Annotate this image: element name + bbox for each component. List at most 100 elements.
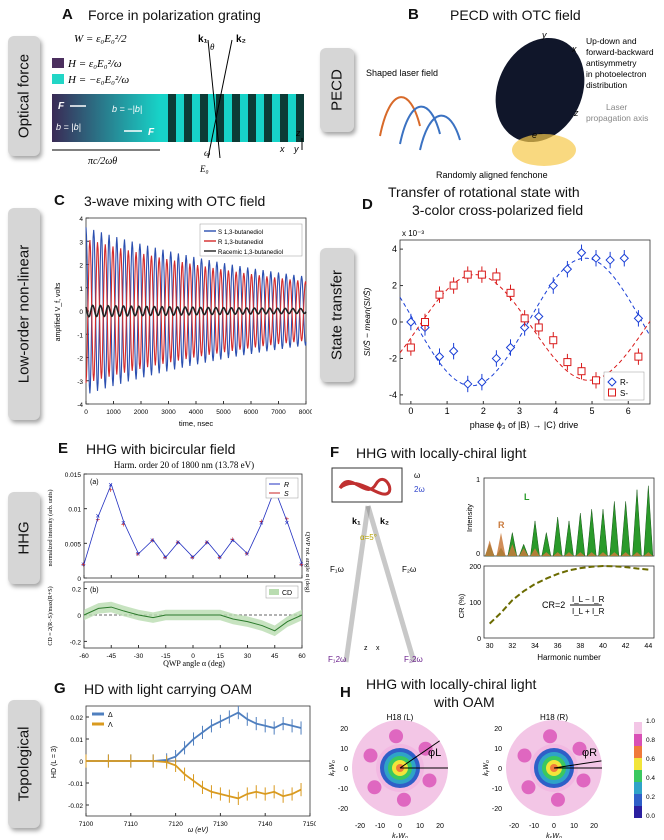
colorbar-segment xyxy=(634,758,642,770)
theta-label: θ xyxy=(210,42,215,52)
legend-label-r: R xyxy=(284,482,289,489)
r-bar xyxy=(643,552,653,556)
r-bar xyxy=(575,552,585,556)
legend: S 1,3-butanediol R 1,3-butanediol Racemic … xyxy=(199,223,303,257)
x-tick-label: 2 xyxy=(481,406,486,416)
data-point-r xyxy=(619,253,629,263)
data-point-s xyxy=(435,290,444,299)
x-axis-label: QWP angle α (deg) xyxy=(163,659,225,668)
legend-label-r: R- xyxy=(620,378,629,387)
cr-tick-label: 200 xyxy=(469,564,481,571)
x-axis-label: kₓW₀ xyxy=(546,833,562,838)
legend-box xyxy=(199,223,303,257)
row-tab-topological: Topological xyxy=(8,700,40,828)
s-marker: + xyxy=(136,550,141,559)
y-tick-label: 0 xyxy=(77,576,81,583)
l-bar xyxy=(632,489,642,557)
intensity-label: Intensity xyxy=(465,504,474,532)
y-tick-label: 0.015 xyxy=(65,472,82,479)
x-axis-label-f: x xyxy=(376,645,380,652)
y-tick-label: 0.01 xyxy=(70,737,83,744)
series-line-racemic xyxy=(85,304,307,318)
shaped-field-label: Shaped laser field xyxy=(366,68,438,78)
phi-ray xyxy=(553,760,602,769)
s-marker: + xyxy=(217,553,222,562)
y-tick-label: -10 xyxy=(338,786,348,793)
label-r: R xyxy=(498,520,505,530)
panel-a-figure: W = ε₀E₀²/2 H = ε₀E₀²/ω H = −ε₀E₀²/ω F b… xyxy=(52,33,304,174)
data-point-s xyxy=(477,270,486,279)
data-point-s xyxy=(406,343,415,352)
beam-k1 xyxy=(207,39,221,159)
x-tick-label: 0 xyxy=(398,823,402,830)
harmonic-tick-label: 44 xyxy=(644,643,652,650)
y-tick-label: -20 xyxy=(492,806,502,813)
harmonic-tick-label: 36 xyxy=(554,643,562,650)
y-tick-label: 0 xyxy=(498,766,502,773)
panel-c-title: 3-wave mixing with OTC field xyxy=(84,193,266,209)
x-tick-label: -15 xyxy=(161,653,171,660)
harmonic-tick-label: 32 xyxy=(508,643,516,650)
y-tick-label: 10 xyxy=(494,746,502,753)
panel-b-letter: B xyxy=(408,6,419,23)
cr-axis-label: CR (%) xyxy=(457,593,466,618)
data-point-s xyxy=(463,270,472,279)
x-tick-label: 15 xyxy=(217,653,225,660)
k1-label: k₁ xyxy=(198,34,208,45)
s-marker: + xyxy=(81,560,86,569)
legend-box-a xyxy=(265,477,299,499)
s-marker: + xyxy=(108,485,113,494)
r-marker: × xyxy=(217,553,222,562)
outer-lobe xyxy=(572,741,587,756)
y-tick-label: 0 xyxy=(392,317,397,327)
y-tick-label: -4 xyxy=(77,402,83,409)
x-tick-label: 45 xyxy=(271,653,279,660)
cr-line xyxy=(488,564,649,625)
y-tick-label: 0.02 xyxy=(70,715,83,722)
y-axis-label: SI/S̄ − mean(SI/S̄) xyxy=(362,287,372,356)
eq-h-neg: H = −ε₀E₀²/ω xyxy=(67,74,129,86)
grating-stripe-dark xyxy=(200,94,208,142)
legend-marker-r xyxy=(607,377,617,387)
r-bar xyxy=(598,552,608,556)
outer-lobe xyxy=(367,780,382,795)
y-tick-label: -10 xyxy=(492,786,502,793)
colorbar-tick-label: 1.0 xyxy=(646,718,655,725)
x-tick-label: -10 xyxy=(375,823,385,830)
r-marker: × xyxy=(136,550,141,559)
grating-stripe xyxy=(224,94,232,142)
data-point-s xyxy=(577,367,586,376)
grating-stripe xyxy=(176,94,184,142)
panel-h-figure: H18 (L) φL -20 -20 -10 -10 0 0 10 10 20 20 kₓW₀ kᵧW₀ H… xyxy=(329,713,655,838)
x-tick-label: 6 xyxy=(626,406,631,416)
colorbar-tick-label: 0.6 xyxy=(646,756,655,763)
outer-lobe xyxy=(418,741,433,756)
outer-lobe xyxy=(543,729,558,744)
outer-lobe xyxy=(550,792,565,807)
harmonic-tick-label: 34 xyxy=(531,643,539,650)
data-point-r xyxy=(463,379,473,389)
r-marker: × xyxy=(190,553,195,562)
y-axis-label-b: CD = 2(R−S)/max(R+S) xyxy=(47,586,54,645)
outer-lobe xyxy=(422,773,437,788)
x-tick-label: 3000 xyxy=(161,409,176,416)
r-bar xyxy=(632,552,642,556)
e0-label: E₀ xyxy=(199,164,209,174)
r-bar xyxy=(621,552,631,556)
y-tick-label: -4 xyxy=(389,390,397,400)
colorbar-tick-label: 0.0 xyxy=(646,813,655,820)
r-bar xyxy=(609,552,619,556)
grating-stripe xyxy=(160,94,168,142)
x-tick-label: 10 xyxy=(570,823,578,830)
two-omega-label: 2ω xyxy=(414,485,425,494)
x-tick-label: 10 xyxy=(416,823,424,830)
legend-purple-swatch xyxy=(52,58,64,68)
updown-line4: in photoelectron xyxy=(586,69,647,79)
phi-ray xyxy=(399,740,440,769)
phi-label: φR xyxy=(582,747,597,759)
x-tick-label: 1 xyxy=(445,406,450,416)
row-tab-pecd: PECD xyxy=(320,48,354,132)
y-tick-label: 0 xyxy=(344,766,348,773)
r-marker: × xyxy=(81,560,86,569)
legend-label-s: S- xyxy=(620,389,628,398)
